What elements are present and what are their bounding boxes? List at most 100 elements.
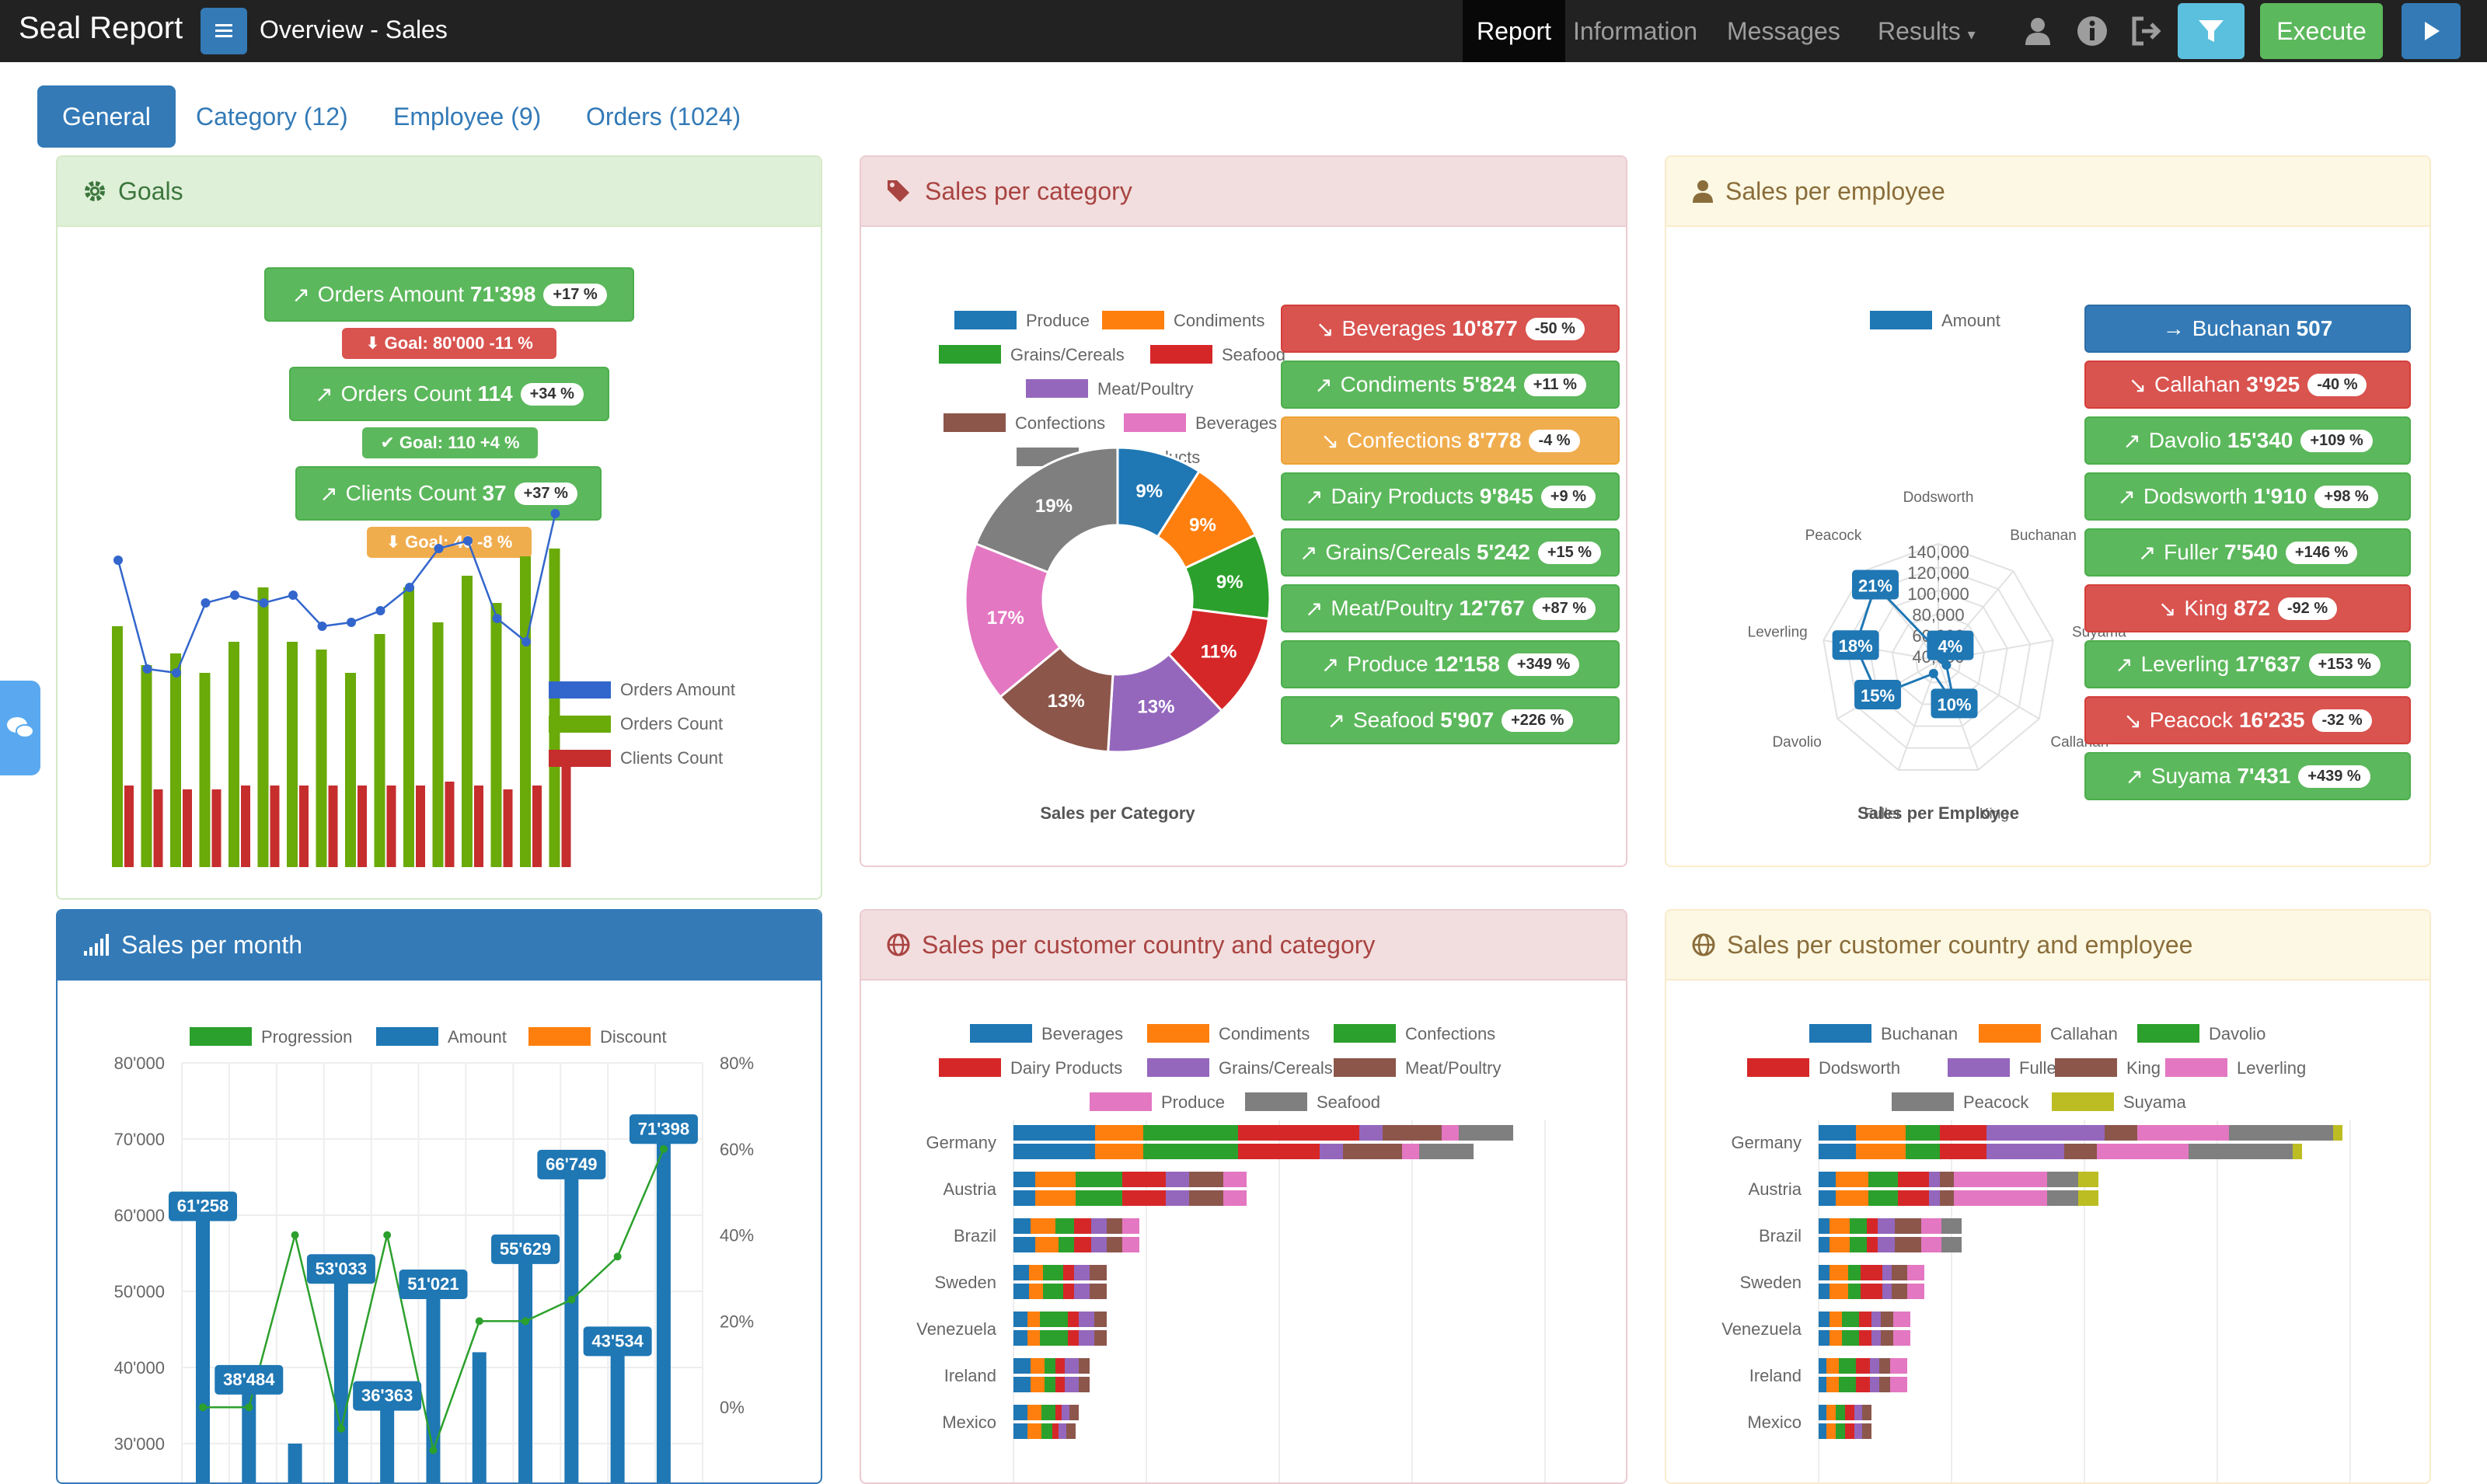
legend-swatch[interactable] xyxy=(939,1058,1001,1077)
stack-segment[interactable] xyxy=(1065,1377,1079,1392)
stack-segment[interactable] xyxy=(1238,1125,1359,1141)
stack-segment[interactable] xyxy=(1819,1125,1856,1141)
legend-swatch[interactable] xyxy=(1809,1024,1871,1043)
stack-segment[interactable] xyxy=(1122,1237,1139,1252)
stack-segment[interactable] xyxy=(1419,1144,1474,1159)
tab-orders[interactable]: Orders (1024) xyxy=(586,103,741,131)
legend-swatch[interactable] xyxy=(1026,379,1088,398)
stack-segment[interactable] xyxy=(1819,1423,1826,1439)
stack-segment[interactable] xyxy=(1107,1218,1122,1234)
stack-segment[interactable] xyxy=(1066,1423,1076,1439)
user-icon[interactable] xyxy=(2021,14,2055,48)
employee-item-fuller[interactable]: ↗ Fuller 7'540 +146 % xyxy=(2084,528,2411,577)
progression-point[interactable] xyxy=(337,1424,345,1433)
stack-segment[interactable] xyxy=(1013,1358,1031,1374)
stack-segment[interactable] xyxy=(1836,1172,1868,1187)
stack-segment[interactable] xyxy=(1921,1218,1941,1234)
stack-segment[interactable] xyxy=(1826,1358,1839,1374)
stack-segment[interactable] xyxy=(1094,1330,1107,1346)
stack-segment[interactable] xyxy=(1402,1144,1419,1159)
stack-segment[interactable] xyxy=(1107,1237,1122,1252)
stack-segment[interactable] xyxy=(1013,1218,1031,1234)
stack-segment[interactable] xyxy=(1881,1312,1893,1327)
radar-point[interactable] xyxy=(1941,660,1952,670)
amount-bar[interactable] xyxy=(610,1340,625,1484)
stack-segment[interactable] xyxy=(1856,1144,1906,1159)
stack-segment[interactable] xyxy=(1850,1237,1867,1252)
category-item-seafood[interactable]: ↗ Seafood 5'907 +226 % xyxy=(1281,696,1620,744)
stack-segment[interactable] xyxy=(1031,1377,1045,1392)
orders-amount-point[interactable] xyxy=(375,606,385,615)
stack-segment[interactable] xyxy=(1079,1377,1090,1392)
stack-segment[interactable] xyxy=(1819,1284,1829,1299)
legend-swatch[interactable] xyxy=(1334,1058,1396,1077)
stack-segment[interactable] xyxy=(1890,1358,1907,1374)
progression-point[interactable] xyxy=(429,1446,438,1454)
logout-icon[interactable] xyxy=(2129,14,2164,48)
pie-slice[interactable] xyxy=(974,446,1119,574)
orders-amount-point[interactable] xyxy=(550,509,560,518)
category-item-beverages[interactable]: ↘ Beverages 10'877 -50 % xyxy=(1281,305,1620,353)
progression-point[interactable] xyxy=(613,1252,622,1261)
stack-segment[interactable] xyxy=(2105,1125,2137,1141)
stack-segment[interactable] xyxy=(1819,1377,1826,1392)
stack-segment[interactable] xyxy=(1819,1172,1836,1187)
stack-segment[interactable] xyxy=(1074,1237,1091,1252)
stack-segment[interactable] xyxy=(1031,1358,1045,1374)
stack-segment[interactable] xyxy=(1859,1312,1871,1327)
stack-segment[interactable] xyxy=(1027,1405,1041,1420)
legend-swatch[interactable] xyxy=(1334,1024,1396,1043)
stack-segment[interactable] xyxy=(1895,1218,1921,1234)
nav-results[interactable]: Results ▾ xyxy=(1864,0,1990,62)
stack-segment[interactable] xyxy=(1819,1237,1829,1252)
legend-swatch[interactable] xyxy=(1979,1024,2041,1043)
stack-segment[interactable] xyxy=(1829,1312,1842,1327)
stack-segment[interactable] xyxy=(1189,1172,1223,1187)
amount-bar[interactable] xyxy=(518,1248,533,1484)
stack-segment[interactable] xyxy=(1013,1125,1095,1141)
legend-swatch[interactable] xyxy=(2137,1024,2199,1043)
stack-segment[interactable] xyxy=(1854,1423,1862,1439)
employee-item-davolio[interactable]: ↗ Davolio 15'340 +109 % xyxy=(2084,416,2411,465)
stack-segment[interactable] xyxy=(1941,1218,1962,1234)
stack-segment[interactable] xyxy=(1871,1330,1881,1346)
stack-segment[interactable] xyxy=(1898,1172,1929,1187)
nav-information[interactable]: Information xyxy=(1573,17,1698,45)
pie-slice[interactable] xyxy=(964,542,1062,699)
orders-amount-point[interactable] xyxy=(230,590,239,600)
tab-category[interactable]: Category (12) xyxy=(196,103,348,131)
stack-segment[interactable] xyxy=(1013,1265,1029,1280)
stack-segment[interactable] xyxy=(1906,1125,1940,1141)
stack-segment[interactable] xyxy=(1850,1218,1867,1234)
stack-segment[interactable] xyxy=(1166,1190,1189,1206)
legend-item[interactable]: Clients Count xyxy=(549,741,735,775)
employee-item-peacock[interactable]: ↘ Peacock 16'235 -32 % xyxy=(2084,696,2411,744)
stack-segment[interactable] xyxy=(1879,1377,1890,1392)
stack-segment[interactable] xyxy=(1074,1265,1090,1280)
stack-segment[interactable] xyxy=(1907,1265,1924,1280)
stack-segment[interactable] xyxy=(1856,1377,1870,1392)
stack-segment[interactable] xyxy=(1091,1237,1107,1252)
stack-segment[interactable] xyxy=(1013,1330,1027,1346)
stack-segment[interactable] xyxy=(1829,1218,1850,1234)
stack-segment[interactable] xyxy=(1013,1284,1029,1299)
stack-segment[interactable] xyxy=(2293,1144,2302,1159)
stack-segment[interactable] xyxy=(1059,1237,1074,1252)
employee-item-buchanan[interactable]: → Buchanan 507 xyxy=(2084,305,2411,353)
stack-segment[interactable] xyxy=(1223,1172,1247,1187)
stack-segment[interactable] xyxy=(1041,1423,1052,1439)
stack-segment[interactable] xyxy=(1143,1125,1238,1141)
stack-segment[interactable] xyxy=(1829,1284,1848,1299)
stack-segment[interactable] xyxy=(1845,1405,1854,1420)
stack-segment[interactable] xyxy=(1836,1423,1845,1439)
stack-segment[interactable] xyxy=(1069,1405,1079,1420)
stack-segment[interactable] xyxy=(1223,1190,1247,1206)
stack-segment[interactable] xyxy=(1878,1237,1895,1252)
amount-bar[interactable] xyxy=(333,1268,348,1484)
legend-swatch[interactable] xyxy=(528,1027,591,1046)
stack-segment[interactable] xyxy=(1013,1144,1095,1159)
stack-segment[interactable] xyxy=(1892,1265,1907,1280)
stack-segment[interactable] xyxy=(2078,1190,2098,1206)
filter-button[interactable] xyxy=(2178,3,2245,59)
legend-swatch[interactable] xyxy=(1147,1024,1209,1043)
